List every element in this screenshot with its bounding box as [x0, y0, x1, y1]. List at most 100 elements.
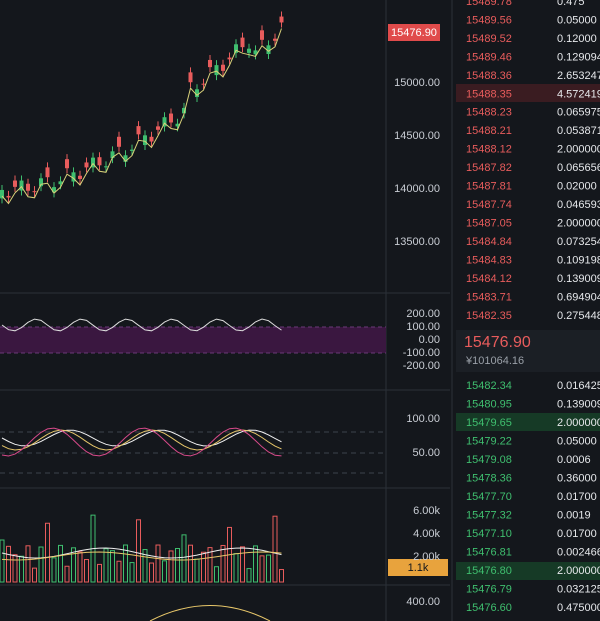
kdj-line	[1, 429, 282, 451]
candle-body	[58, 181, 63, 185]
candle-body	[26, 183, 30, 191]
candle-body	[143, 135, 147, 146]
candle-body	[52, 187, 56, 193]
price-axis-label: 13500.00	[394, 236, 440, 248]
candle-body	[169, 113, 173, 123]
volume-bar	[123, 544, 128, 583]
ask-amount: 0.275448	[557, 310, 600, 322]
ask-price: 15484.12	[466, 273, 512, 285]
candle-body	[104, 166, 108, 168]
bid-price: 15476.60	[466, 602, 512, 614]
volume-bar	[97, 563, 102, 583]
bid-amount: 0.475000	[557, 602, 600, 614]
bid-amount: 0.01700	[557, 528, 597, 540]
row-highlight	[456, 413, 600, 431]
candle-body	[84, 162, 89, 168]
ask-price: 15489.52	[466, 33, 512, 45]
candle-body	[45, 167, 50, 178]
candle-body	[175, 123, 180, 127]
ask-price: 15484.83	[466, 254, 512, 266]
volume-bar	[58, 544, 63, 583]
bid-amount: 0.36000	[557, 472, 597, 484]
price-axis-label: 14000.00	[394, 183, 440, 195]
ask-amount: 0.109198	[557, 254, 600, 266]
ask-price: 15483.71	[466, 291, 512, 303]
volume-bar	[71, 547, 76, 583]
ask-price: 15487.81	[466, 181, 512, 193]
candle-body	[234, 44, 238, 53]
bid-amount: 0.05000	[557, 435, 597, 447]
ask-price: 15488.23	[466, 107, 512, 119]
ask-price: 15489.56	[466, 14, 512, 26]
ask-amount: 0.073254	[557, 236, 600, 248]
candle-body	[91, 157, 95, 168]
candle-body	[6, 195, 11, 198]
candle-body	[0, 189, 4, 199]
volume-bar	[0, 539, 5, 583]
volume-bar	[272, 515, 278, 583]
ask-amount: 0.065975	[557, 107, 600, 119]
candle-body	[240, 37, 245, 48]
ask-price: 15489.46	[466, 51, 512, 63]
candle-body	[65, 159, 69, 169]
bid-amount: 0.0019	[557, 509, 591, 521]
ask-price: 15484.84	[466, 236, 512, 248]
volume-bar	[19, 555, 24, 583]
candle-body	[123, 155, 128, 162]
ask-price: 15488.35	[466, 88, 512, 100]
volume-bar	[155, 544, 161, 583]
bid-price: 15479.22	[466, 435, 512, 447]
mid-panel	[456, 330, 600, 372]
bid-amount: 2.000000	[557, 565, 600, 577]
volume-bar	[84, 559, 89, 583]
volume-bar	[45, 522, 50, 583]
ask-price: 15487.82	[466, 162, 512, 174]
volume-bar	[246, 568, 252, 583]
candle-body	[260, 30, 264, 40]
ask-price: 15488.21	[466, 125, 512, 137]
current-volume: 1.1k	[408, 562, 429, 574]
bid-price: 15479.08	[466, 454, 512, 466]
kdj-line	[1, 429, 282, 447]
volume-bar	[207, 547, 213, 583]
bid-price: 15479.65	[466, 417, 512, 429]
separators	[0, 0, 453, 621]
bid-price: 15476.81	[466, 546, 512, 558]
candle-body	[136, 126, 141, 135]
cci-axis-label: -100.00	[403, 347, 440, 359]
candle-body	[117, 136, 121, 147]
candle-body	[19, 180, 24, 191]
candle-body	[130, 149, 134, 151]
candle-body	[227, 57, 232, 60]
kdj-axis-label: 50.00	[412, 447, 440, 459]
candle-body	[279, 16, 284, 23]
volume-bar	[32, 567, 37, 583]
volume-axis-label: 2.00k	[413, 551, 440, 563]
bid-price: 15476.79	[466, 583, 512, 595]
volume-bar	[77, 551, 83, 583]
volume-bar	[162, 560, 167, 583]
bottom-line	[149, 605, 271, 621]
ask-amount: 4.572419	[557, 88, 600, 100]
candle-body	[110, 151, 115, 159]
cci-axis-label: 0.00	[419, 334, 440, 346]
ask-amount: 0.05000	[557, 14, 597, 26]
candle-body	[78, 175, 82, 179]
bid-price: 15477.70	[466, 491, 512, 503]
ma-line	[1, 28, 282, 205]
bid-price: 15476.80	[466, 565, 512, 577]
candle-body	[201, 83, 206, 85]
cci-line	[1, 318, 282, 332]
volume-bar	[103, 548, 109, 583]
bid-amount: 0.01700	[557, 491, 597, 503]
bid-price: 15477.32	[466, 509, 512, 521]
volume-bar	[38, 546, 44, 583]
volume-bar	[259, 555, 265, 583]
ask-price: 15487.74	[466, 199, 512, 211]
volume-bar	[181, 534, 187, 583]
ask-amount: 2.000000	[557, 218, 600, 230]
candle-body	[149, 136, 154, 142]
candle-body	[247, 48, 251, 53]
candle-body	[162, 117, 167, 127]
